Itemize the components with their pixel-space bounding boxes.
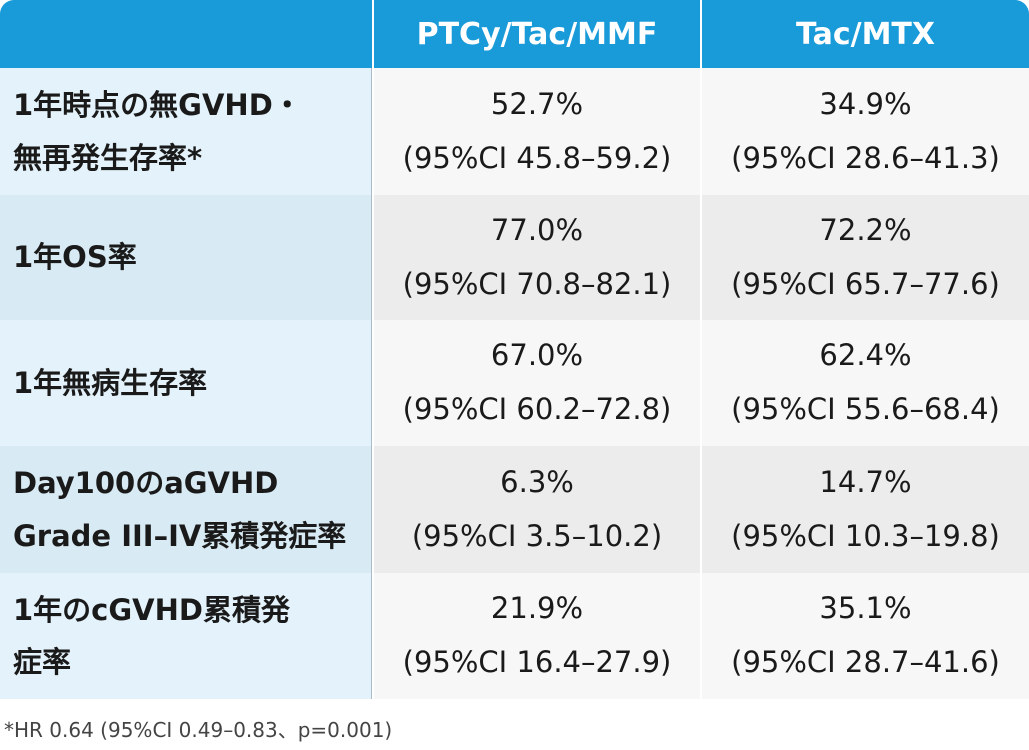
row-label-line: 1年時点の無GVHD・: [13, 88, 302, 123]
tac-value-cell: 35.1% (95%CI 28.7–41.6): [700, 573, 1029, 699]
row-label-line: Day100のaGVHD: [13, 466, 279, 501]
header-tac-mtx: Tac/MTX: [700, 0, 1029, 68]
row-label-line: 症率: [13, 645, 72, 679]
row-label-line: 1年OS率: [13, 240, 137, 275]
table-row: 1年無病生存率 67.0% (95%CI 60.2–72.8) 62.4% (9…: [0, 320, 1029, 446]
table-header-row: PTCy/Tac/MMF Tac/MTX: [0, 0, 1029, 68]
row-label-line: 無再発生存率*: [13, 140, 203, 175]
row-label: 1年のcGVHD累積発 症率: [0, 573, 372, 699]
row-label-line: 1年無病生存率: [13, 365, 208, 400]
ptcy-value-cell: 77.0% (95%CI 70.8–82.1): [372, 195, 700, 320]
ptcy-ci: (95%CI 45.8–59.2): [402, 140, 672, 175]
tac-ci: (95%CI 10.3–19.8): [731, 518, 1000, 553]
header-corner-cell: [0, 0, 372, 68]
footnote: *HR 0.64 (95%CI 0.49–0.83、p=0.001): [4, 718, 393, 742]
ptcy-value-cell: 52.7% (95%CI 45.8–59.2): [372, 68, 700, 195]
tac-rate: 72.2%: [819, 212, 912, 247]
row-label-line: 1年のcGVHD累積発: [13, 592, 290, 627]
header-ptcy-tac-mmf: PTCy/Tac/MMF: [372, 0, 700, 68]
ptcy-value-cell: 6.3% (95%CI 3.5–10.2): [372, 446, 700, 573]
ptcy-ci: (95%CI 60.2–72.8): [402, 392, 672, 426]
tac-ci: (95%CI 28.6–41.3): [731, 140, 1000, 175]
ptcy-rate: 6.3%: [500, 464, 574, 499]
table-row: 1年OS率 77.0% (95%CI 70.8–82.1) 72.2% (95%…: [0, 195, 1029, 320]
ptcy-rate: 21.9%: [490, 591, 584, 626]
row-label: 1年無病生存率: [0, 320, 372, 446]
row-label: 1年OS率: [0, 195, 372, 320]
tac-ci: (95%CI 55.6–68.4): [731, 392, 1000, 426]
ptcy-value-cell: 21.9% (95%CI 16.4–27.9): [372, 573, 700, 699]
tac-value-cell: 72.2% (95%CI 65.7–77.6): [700, 195, 1029, 320]
ptcy-rate: 67.0%: [490, 338, 584, 373]
results-table: PTCy/Tac/MMF Tac/MTX 1年時点の無GVHD・ 無再発生存率*…: [0, 0, 1029, 699]
tac-ci: (95%CI 65.7–77.6): [731, 266, 1000, 301]
table-row: 1年時点の無GVHD・ 無再発生存率* 52.7% (95%CI 45.8–59…: [0, 68, 1029, 195]
tac-ci: (95%CI 28.7–41.6): [731, 645, 1000, 679]
tac-value-cell: 62.4% (95%CI 55.6–68.4): [700, 320, 1029, 446]
tac-value-cell: 34.9% (95%CI 28.6–41.3): [700, 68, 1029, 195]
tac-rate: 35.1%: [819, 591, 912, 626]
table-row: Day100のaGVHD Grade III–IV累積発症率 6.3% (95%…: [0, 446, 1029, 573]
ptcy-rate: 52.7%: [490, 86, 584, 121]
tac-rate: 62.4%: [819, 338, 912, 373]
row-label: 1年時点の無GVHD・ 無再発生存率*: [0, 68, 372, 195]
ptcy-ci: (95%CI 16.4–27.9): [402, 645, 672, 679]
ptcy-ci: (95%CI 70.8–82.1): [402, 266, 672, 301]
tac-rate: 34.9%: [819, 86, 912, 121]
row-label-line: Grade III–IV累積発症率: [13, 518, 347, 553]
ptcy-ci: (95%CI 3.5–10.2): [411, 518, 663, 553]
table-row: 1年のcGVHD累積発 症率 21.9% (95%CI 16.4–27.9) 3…: [0, 573, 1029, 699]
row-label: Day100のaGVHD Grade III–IV累積発症率: [0, 446, 372, 573]
ptcy-rate: 77.0%: [490, 212, 584, 247]
tac-rate: 14.7%: [819, 464, 912, 499]
tac-value-cell: 14.7% (95%CI 10.3–19.8): [700, 446, 1029, 573]
ptcy-value-cell: 67.0% (95%CI 60.2–72.8): [372, 320, 700, 446]
